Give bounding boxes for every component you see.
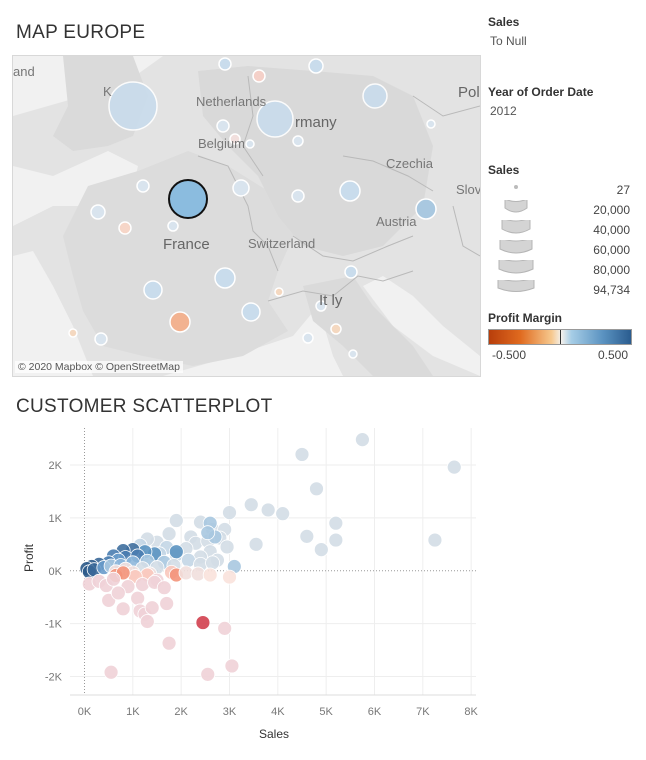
size-legend-item: 20,000 <box>488 200 638 220</box>
scatter-point[interactable] <box>219 539 235 555</box>
y-tick-label: -1K <box>45 619 63 631</box>
year-filter-value[interactable]: 2012 <box>490 104 517 118</box>
profit-margin-legend-title: Profit Margin <box>488 311 562 325</box>
scatter-point[interactable] <box>115 601 131 617</box>
scatter-point[interactable] <box>222 505 237 520</box>
size-legend-item: 60,000 <box>488 240 638 260</box>
x-tick-label: 5K <box>319 706 333 718</box>
english-channel-water <box>13 151 138 226</box>
size-legend[interactable]: Sales 27 20,000 40,000 60,000 80,000 94,… <box>488 163 638 303</box>
europe-map[interactable]: and K Netherlands Belgium rmany Czechia … <box>12 55 481 377</box>
scatter-point[interactable] <box>217 620 233 636</box>
map-label-belgium: Belgium <box>198 136 245 151</box>
scatter-point[interactable] <box>130 590 146 606</box>
x-tick-label: 1K <box>126 706 140 718</box>
map-label-switzerland: Switzerland <box>248 236 316 251</box>
scatter-point[interactable] <box>205 555 220 571</box>
scatter-point[interactable] <box>168 513 184 528</box>
x-tick-label: 7K <box>416 706 430 718</box>
scatter-point[interactable] <box>103 664 119 680</box>
mediterranean-water <box>163 306 343 376</box>
scatter-point[interactable] <box>156 580 172 596</box>
size-legend-item: 80,000 <box>488 260 638 280</box>
scatter-point[interactable] <box>275 506 291 522</box>
germany-land <box>198 66 433 256</box>
profit-margin-legend-title-wrap: Profit Margin <box>488 311 562 325</box>
profit-margin-min: -0.500 <box>492 348 527 362</box>
scatter-point[interactable] <box>313 542 329 558</box>
year-filter[interactable]: Year of Order Date 2012 <box>488 85 593 118</box>
scatter-point[interactable] <box>427 532 443 548</box>
y-tick-label: 2K <box>49 460 63 472</box>
size-legend-item: 94,734 <box>488 280 638 300</box>
x-tick-label: 0K <box>78 706 92 718</box>
size-legend-title: Sales <box>488 163 520 177</box>
scatter-point[interactable] <box>299 528 315 544</box>
x-tick-label: 6K <box>368 706 382 718</box>
scatter-point[interactable] <box>309 481 324 497</box>
scatter-point[interactable] <box>202 567 218 583</box>
scatter-point[interactable] <box>328 532 344 548</box>
adriatic-water <box>363 276 480 376</box>
scatter-point[interactable] <box>110 585 126 601</box>
scatter-point[interactable] <box>161 526 177 542</box>
scatter-point[interactable] <box>222 569 237 585</box>
customer-scatterplot[interactable]: 0K 1K 2K 3K 4K 5K 6K 7K 8K 2K 1K 0K -1K -2K Sales Pro… <box>0 420 646 760</box>
size-legend-item: 40,000 <box>488 220 638 240</box>
map-attribution[interactable]: © 2020 Mapbox © OpenStreetMap <box>15 361 183 373</box>
scatter-point[interactable] <box>328 515 344 531</box>
y-tick-label: 1K <box>49 513 63 525</box>
map-label-uk: K <box>103 84 112 99</box>
x-tick-label: 4K <box>271 706 285 718</box>
map-label-germany: rmany <box>295 114 337 131</box>
scatter-point[interactable] <box>294 447 310 462</box>
x-tick-label: 8K <box>464 706 478 718</box>
map-label-poland: Pol <box>458 84 480 101</box>
map-label-slovakia: Slova <box>456 182 481 197</box>
y-tick-label: 0K <box>49 566 63 578</box>
x-axis-title: Sales <box>259 727 289 741</box>
scatter-point[interactable] <box>200 666 216 682</box>
scatter-point[interactable] <box>135 577 150 592</box>
scatter-point[interactable] <box>144 600 160 616</box>
x-tick-label: 3K <box>223 706 237 718</box>
map-label-italy: It ly <box>319 292 343 309</box>
sales-filter-title: Sales <box>488 15 520 29</box>
map-title: MAP EUROPE <box>16 22 146 43</box>
scatter-point[interactable] <box>260 502 276 518</box>
scatter-point[interactable] <box>243 497 259 513</box>
scatter-point[interactable] <box>161 635 177 651</box>
sales-bubbles <box>68 57 437 359</box>
sales-filter-value[interactable]: To Null <box>490 34 527 48</box>
profit-margin-gradient[interactable] <box>488 329 632 345</box>
map-label-czechia: Czechia <box>386 156 433 171</box>
profit-margin-max: 0.500 <box>598 348 629 362</box>
map-label-france: France <box>163 236 210 253</box>
scatter-point[interactable] <box>248 536 264 552</box>
sales-filter[interactable]: Sales To Null <box>488 15 527 48</box>
size-legend-item: 27 <box>488 180 638 200</box>
map-canvas[interactable] <box>13 56 480 376</box>
scatter-point[interactable] <box>139 614 155 629</box>
scatter-point[interactable] <box>224 658 240 674</box>
scatter-title: CUSTOMER SCATTERPLOT <box>16 396 273 417</box>
scatter-point[interactable] <box>446 459 462 475</box>
map-label-england: and <box>13 64 35 79</box>
y-axis-title: Profit <box>22 543 36 572</box>
map-label-austria: Austria <box>376 214 417 229</box>
map-label-netherlands: Netherlands <box>196 94 267 109</box>
france-land <box>63 151 298 366</box>
scatter-point[interactable] <box>106 571 121 587</box>
italy-land <box>303 276 433 376</box>
scatter-point[interactable] <box>200 525 216 541</box>
year-filter-title: Year of Order Date <box>488 85 594 99</box>
bay-of-biscay-water <box>13 251 93 376</box>
scatter-point[interactable] <box>168 544 184 560</box>
scatter-point[interactable] <box>159 596 175 611</box>
gradient-midpoint-tick <box>560 330 561 344</box>
scatter-point[interactable] <box>355 432 370 448</box>
y-tick-label: -2K <box>45 671 63 683</box>
x-tick-label: 2K <box>174 706 188 718</box>
scatter-point[interactable] <box>195 615 211 630</box>
